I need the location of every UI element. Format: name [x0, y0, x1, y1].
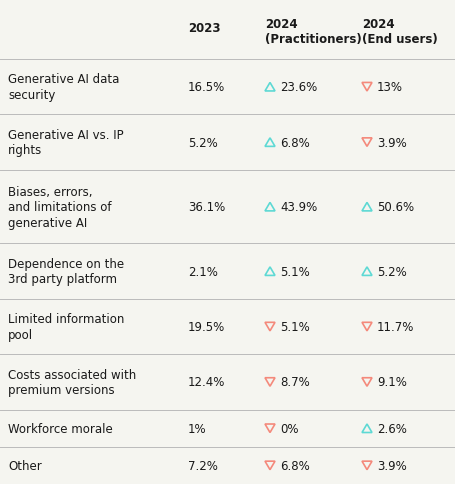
Text: 2.1%: 2.1% [188, 265, 218, 278]
Text: 0%: 0% [280, 422, 298, 435]
Text: Generative AI vs. IP
rights: Generative AI vs. IP rights [8, 129, 124, 157]
Text: 43.9%: 43.9% [280, 201, 317, 214]
Text: 5.2%: 5.2% [377, 265, 407, 278]
Text: 5.1%: 5.1% [280, 320, 310, 333]
Text: Other: Other [8, 459, 42, 472]
Text: 2023: 2023 [188, 22, 221, 35]
Text: 23.6%: 23.6% [280, 81, 317, 94]
Text: 5.1%: 5.1% [280, 265, 310, 278]
Text: 12.4%: 12.4% [188, 376, 225, 389]
Text: 3.9%: 3.9% [377, 136, 407, 149]
Text: 6.8%: 6.8% [280, 136, 310, 149]
Text: 19.5%: 19.5% [188, 320, 225, 333]
Text: 8.7%: 8.7% [280, 376, 310, 389]
Text: Biases, errors,
and limitations of
generative AI: Biases, errors, and limitations of gener… [8, 185, 111, 229]
Text: 2024
(End users): 2024 (End users) [362, 18, 438, 46]
Text: 11.7%: 11.7% [377, 320, 415, 333]
Text: 13%: 13% [377, 81, 403, 94]
Text: Generative AI data
security: Generative AI data security [8, 73, 119, 102]
Text: 2.6%: 2.6% [377, 422, 407, 435]
Text: 16.5%: 16.5% [188, 81, 225, 94]
Text: 7.2%: 7.2% [188, 459, 218, 472]
Text: 3.9%: 3.9% [377, 459, 407, 472]
Text: Workforce morale: Workforce morale [8, 422, 113, 435]
Text: Dependence on the
3rd party platform: Dependence on the 3rd party platform [8, 257, 124, 286]
Text: Limited information
pool: Limited information pool [8, 313, 124, 341]
Text: 6.8%: 6.8% [280, 459, 310, 472]
Text: Costs associated with
premium versions: Costs associated with premium versions [8, 368, 136, 396]
Text: 50.6%: 50.6% [377, 201, 414, 214]
Text: 36.1%: 36.1% [188, 201, 225, 214]
Text: 1%: 1% [188, 422, 207, 435]
Text: 2024
(Practitioners): 2024 (Practitioners) [265, 18, 362, 46]
Text: 5.2%: 5.2% [188, 136, 218, 149]
Text: 9.1%: 9.1% [377, 376, 407, 389]
